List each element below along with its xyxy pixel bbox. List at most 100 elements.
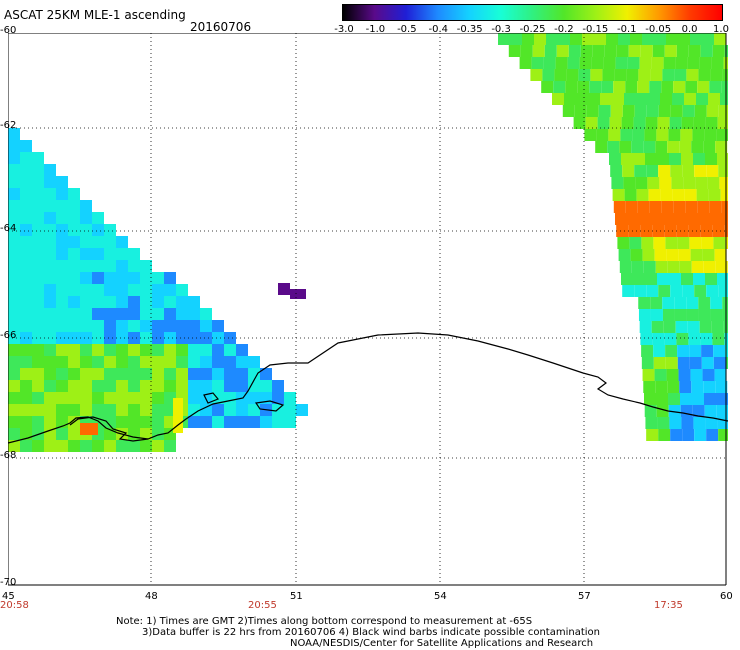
swath-cell (701, 237, 714, 249)
swath-cell (188, 416, 200, 428)
swath-cell (633, 273, 645, 285)
swath-cell (128, 248, 140, 260)
swath-cell (718, 165, 728, 177)
swath-cell (32, 248, 44, 260)
swath-cell (720, 189, 728, 201)
swath-cell (637, 81, 650, 93)
swath-cell (224, 380, 236, 392)
swath-cell (44, 332, 56, 344)
swath-cell (646, 165, 659, 177)
colorbar-label: -0.35 (456, 24, 483, 35)
swath-cell (664, 45, 677, 57)
swath-cell (685, 81, 698, 93)
swath-cell (80, 344, 92, 356)
swath-cell (224, 356, 236, 368)
swath-cell (598, 105, 611, 117)
latitude-label: -66 (0, 330, 17, 341)
swath-cell (224, 368, 236, 380)
swath-cell (104, 284, 116, 296)
swath-cell (556, 45, 569, 57)
swath-cell (622, 105, 635, 117)
swath-cell (634, 105, 647, 117)
swath-cell (715, 381, 728, 393)
swath-cell (116, 332, 128, 344)
swath-cell (665, 357, 678, 369)
swath-cell (68, 188, 80, 200)
latitude-label: -70 (0, 577, 17, 588)
swath-cell (662, 297, 675, 309)
swath-cell (44, 320, 56, 332)
swath-cell (675, 321, 688, 333)
swath-cell (44, 356, 56, 368)
swath-cell (633, 153, 645, 165)
swath-cell (645, 273, 657, 285)
swath-cell (68, 392, 80, 404)
swath-cell (140, 260, 152, 272)
swath-cell (152, 332, 164, 344)
swath-cell (104, 320, 116, 332)
swath-cell (68, 248, 80, 260)
swath-cell (520, 45, 533, 57)
swath-cell (116, 236, 128, 248)
swath-cell (647, 177, 660, 189)
swath-cell (164, 440, 176, 452)
swath-cell (631, 261, 644, 273)
swath-cell (44, 212, 56, 224)
swath-cell (603, 57, 616, 69)
swath-cell (670, 105, 683, 117)
swath-cell (20, 152, 32, 164)
swath-cell (224, 344, 236, 356)
swath-cell (640, 333, 653, 345)
swath-cell (248, 404, 260, 416)
swath-cell (56, 284, 68, 296)
swath-cell (661, 201, 674, 213)
swath-cell (568, 45, 581, 57)
swath-cell (128, 440, 140, 452)
swath-cell (104, 440, 116, 452)
time-middle: 20:55 (248, 600, 277, 611)
swath-cell (128, 392, 140, 404)
swath-cell (695, 177, 708, 189)
swath-cell (104, 308, 116, 320)
swath-cell (657, 273, 669, 285)
swath-cell (694, 429, 707, 441)
swath-cell (44, 416, 56, 428)
swath-cell (706, 429, 719, 441)
swath-cell (20, 176, 32, 188)
swath-cell (176, 380, 188, 392)
swath-cell (657, 117, 670, 129)
swath-cell (652, 333, 665, 345)
swath-cell (606, 33, 618, 45)
swath-cell (116, 440, 128, 452)
swath-cell (68, 404, 80, 416)
swath-cell (594, 33, 606, 45)
swath-cell (643, 261, 656, 273)
swath-cell (104, 416, 116, 428)
swath-cell (618, 33, 630, 45)
swath-cell (92, 380, 104, 392)
swath-cell (140, 320, 152, 332)
longitude-label: 60 (720, 591, 733, 602)
swath-cell (56, 368, 68, 380)
swath-cell (565, 81, 578, 93)
swath-cell (654, 249, 667, 261)
colorbar-label: -0.4 (428, 24, 449, 35)
swath-cell (44, 188, 56, 200)
longitude-label: 57 (578, 591, 591, 602)
swath-cell (688, 45, 701, 57)
swath-cell (656, 393, 668, 405)
swath-cell (164, 380, 176, 392)
swath-cell (104, 356, 116, 368)
swath-cell (8, 188, 20, 200)
swath-cell (567, 57, 580, 69)
swath-cell (692, 405, 705, 417)
swath-cell (611, 177, 624, 189)
swath-cell (665, 237, 678, 249)
swath-cell (694, 105, 707, 117)
swath-cell (615, 57, 628, 69)
swath-cell (718, 105, 728, 117)
swath-cell (631, 141, 644, 153)
swath-cell (260, 380, 272, 392)
swath-cell (702, 369, 715, 381)
swath-cell (212, 404, 224, 416)
